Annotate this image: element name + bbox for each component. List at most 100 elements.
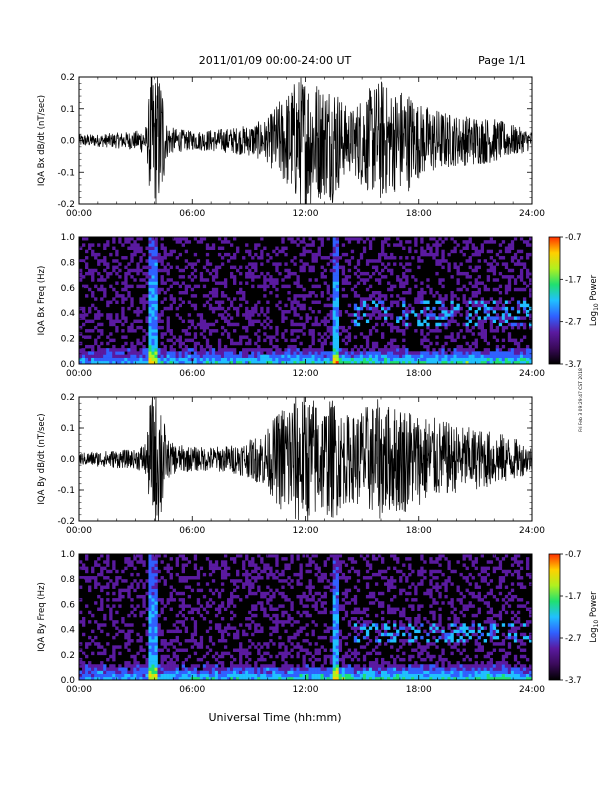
spectrogram-cell bbox=[435, 262, 439, 266]
spectrogram-cell bbox=[181, 237, 185, 241]
spectrogram-cell bbox=[353, 664, 358, 668]
spectrogram-cell bbox=[387, 351, 391, 355]
spectrogram-cell bbox=[371, 591, 376, 596]
spectrogram-cell bbox=[133, 654, 137, 659]
spectrogram-cell bbox=[124, 676, 128, 681]
spectrogram-cell bbox=[121, 354, 125, 358]
spectrogram-cell bbox=[326, 262, 330, 266]
spectrogram-cell bbox=[402, 281, 406, 285]
spectrogram-cell bbox=[184, 657, 189, 662]
spectrogram-cell bbox=[408, 354, 412, 358]
spectrogram-cell bbox=[341, 278, 346, 282]
spectrogram-cell bbox=[368, 620, 373, 624]
spectrogram-cell bbox=[142, 278, 146, 282]
spectrogram-cell bbox=[468, 297, 472, 301]
spectrogram-cell bbox=[377, 651, 382, 656]
spectrogram-cell bbox=[124, 670, 128, 674]
spectrogram-cell bbox=[269, 325, 273, 330]
spectrogram-cell bbox=[528, 287, 533, 292]
spectrogram-cell bbox=[175, 676, 179, 681]
spectrogram-cell bbox=[121, 243, 125, 247]
spectrogram-cell bbox=[181, 319, 185, 324]
spectrogram-cell bbox=[516, 262, 521, 266]
spectrogram-cell bbox=[160, 357, 164, 362]
spectrogram-cell bbox=[311, 243, 315, 247]
spectrogram-cell bbox=[393, 284, 397, 289]
spectrogram-cell bbox=[178, 676, 182, 681]
spectrogram-cell bbox=[254, 667, 258, 671]
spectrogram-cell bbox=[245, 271, 249, 276]
spectrogram-cell bbox=[260, 626, 264, 630]
spectrogram-cell bbox=[335, 594, 340, 599]
spectrogram-cell bbox=[302, 670, 306, 674]
spectrogram-cell bbox=[148, 325, 152, 330]
spectrogram-cell bbox=[290, 348, 294, 352]
spectrogram-cell bbox=[272, 335, 276, 339]
spectrogram-cell bbox=[184, 670, 189, 674]
spectrogram-cell bbox=[365, 319, 370, 324]
spectrogram-cell bbox=[245, 554, 249, 558]
spectrogram-cell bbox=[269, 598, 273, 602]
spectrogram-cell bbox=[483, 306, 487, 311]
spectrogram-cell bbox=[429, 316, 433, 320]
spectrogram-cell bbox=[175, 560, 179, 564]
spectrogram-cell bbox=[257, 576, 261, 580]
spectrogram-cell bbox=[332, 572, 336, 577]
spectrogram-cell bbox=[220, 351, 225, 355]
spectrogram-cell bbox=[320, 635, 324, 640]
spectrogram-cell bbox=[387, 670, 391, 674]
spectrogram-cell bbox=[127, 351, 131, 355]
spectrogram-cell bbox=[528, 252, 533, 257]
spectrogram-cell bbox=[477, 325, 481, 330]
spectrogram-cell bbox=[211, 601, 216, 605]
spectrogram-cell bbox=[106, 271, 110, 276]
spectrogram-cell bbox=[184, 585, 189, 589]
spectrogram-cell bbox=[199, 237, 204, 241]
spectrogram-cell bbox=[263, 354, 267, 358]
spectrogram-cell bbox=[148, 351, 152, 355]
spectrogram-cell bbox=[145, 275, 149, 279]
spectrogram-cell bbox=[245, 313, 249, 317]
spectrogram-cell bbox=[157, 354, 161, 358]
spectrogram-cell bbox=[525, 256, 530, 260]
spectrogram-cell bbox=[217, 604, 222, 608]
colorbar-label: Log10 Power bbox=[589, 274, 600, 326]
spectrogram-cell bbox=[474, 265, 478, 270]
spectrogram-cell bbox=[233, 632, 237, 637]
spectrogram-cell bbox=[441, 344, 445, 349]
spectrogram-cell bbox=[233, 613, 237, 618]
spectrogram-cell bbox=[519, 357, 524, 362]
spectrogram-cell bbox=[157, 348, 161, 352]
spectrogram-cell bbox=[528, 325, 533, 330]
spectrogram-cell bbox=[435, 271, 439, 276]
spectrogram-cell bbox=[284, 303, 288, 308]
spectrogram-cell bbox=[217, 667, 222, 671]
spectrogram-cell bbox=[79, 357, 83, 362]
spectrogram-cell bbox=[426, 284, 430, 289]
spectrogram-cell bbox=[293, 344, 297, 349]
spectrogram-cell bbox=[390, 639, 394, 643]
spectrogram-cell bbox=[299, 306, 303, 311]
spectrogram-cell bbox=[347, 673, 352, 678]
spectrogram-cell bbox=[471, 252, 475, 257]
spectrogram-cell bbox=[365, 594, 370, 599]
spectrogram-cell bbox=[184, 284, 189, 289]
spectrogram-cell bbox=[130, 360, 134, 365]
spectrogram-cell bbox=[347, 281, 352, 285]
spectrogram-cell bbox=[245, 316, 249, 320]
spectrogram-cell bbox=[338, 313, 343, 317]
spectrogram-cell bbox=[211, 287, 216, 292]
spectrogram-cell bbox=[332, 664, 336, 668]
spectrogram-cell bbox=[154, 243, 158, 247]
spectrogram-cell bbox=[278, 591, 282, 596]
spectrogram-cell bbox=[172, 661, 176, 665]
spectrogram-cell bbox=[217, 237, 222, 241]
spectrogram-cell bbox=[335, 252, 340, 257]
spectrogram-cell bbox=[420, 338, 424, 343]
spectrogram-cell bbox=[495, 351, 500, 355]
spectrogram-cell bbox=[350, 249, 355, 254]
spectrogram-cell bbox=[166, 278, 170, 282]
spectrogram-cell bbox=[239, 651, 243, 656]
spectrogram-cell bbox=[498, 322, 503, 327]
spectrogram-cell bbox=[525, 313, 530, 317]
